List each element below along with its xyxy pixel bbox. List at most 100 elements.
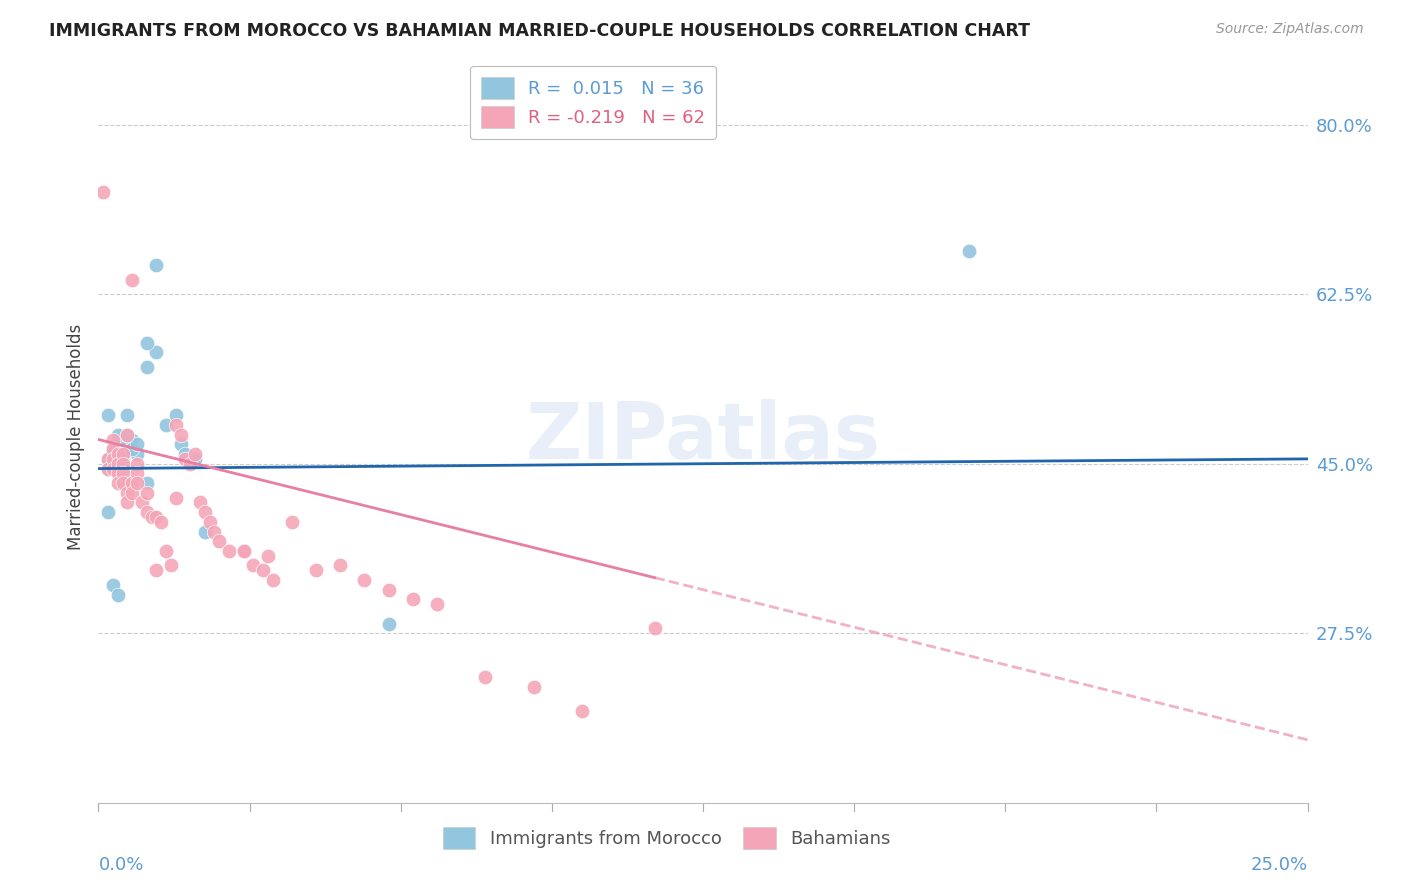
Point — [329, 558, 352, 573]
Text: Source: ZipAtlas.com: Source: ZipAtlas.com — [1216, 22, 1364, 37]
Point — [281, 515, 304, 529]
Point — [305, 563, 328, 577]
Point — [111, 461, 134, 475]
Point — [101, 461, 124, 475]
Point — [135, 335, 157, 350]
Text: IMMIGRANTS FROM MOROCCO VS BAHAMIAN MARRIED-COUPLE HOUSEHOLDS CORRELATION CHART: IMMIGRANTS FROM MOROCCO VS BAHAMIAN MARR… — [49, 22, 1031, 40]
Point — [377, 616, 399, 631]
Point — [111, 447, 134, 461]
Point — [127, 447, 149, 461]
Point — [232, 544, 254, 558]
Point — [97, 451, 120, 466]
Point — [111, 476, 134, 491]
Point — [571, 704, 593, 718]
Point — [155, 417, 177, 432]
Point — [402, 592, 425, 607]
Point — [184, 447, 207, 461]
Point — [101, 447, 124, 461]
Point — [377, 582, 399, 597]
Point — [145, 258, 167, 272]
Point — [127, 467, 149, 481]
Point — [91, 186, 114, 200]
Point — [155, 544, 177, 558]
Point — [101, 451, 124, 466]
Y-axis label: Married-couple Households: Married-couple Households — [66, 324, 84, 550]
Point — [121, 442, 143, 457]
Point — [135, 505, 157, 519]
Point — [145, 345, 167, 359]
Point — [107, 447, 129, 461]
Point — [131, 495, 153, 509]
Point — [474, 670, 496, 684]
Point — [107, 427, 129, 442]
Point — [523, 680, 546, 694]
Point — [107, 457, 129, 471]
Point — [97, 505, 120, 519]
Point — [188, 495, 211, 509]
Point — [111, 433, 134, 447]
Point — [121, 485, 143, 500]
Point — [127, 476, 149, 491]
Point — [957, 244, 980, 258]
Point — [160, 558, 183, 573]
Point — [101, 442, 124, 457]
Point — [111, 457, 134, 471]
Point — [252, 563, 274, 577]
Legend: Immigrants from Morocco, Bahamians: Immigrants from Morocco, Bahamians — [436, 820, 898, 856]
Point — [101, 451, 124, 466]
Text: 25.0%: 25.0% — [1250, 856, 1308, 874]
Point — [107, 587, 129, 601]
Point — [117, 409, 139, 423]
Point — [165, 417, 187, 432]
Point — [262, 573, 284, 587]
Text: ZIPatlas: ZIPatlas — [526, 399, 880, 475]
Point — [107, 457, 129, 471]
Point — [121, 433, 143, 447]
Point — [184, 451, 207, 466]
Point — [145, 510, 167, 524]
Point — [232, 544, 254, 558]
Point — [150, 515, 173, 529]
Point — [117, 495, 139, 509]
Point — [111, 467, 134, 481]
Point — [194, 505, 217, 519]
Point — [107, 467, 129, 481]
Point — [97, 461, 120, 475]
Point — [165, 491, 187, 505]
Point — [174, 447, 197, 461]
Point — [101, 433, 124, 447]
Point — [145, 563, 167, 577]
Point — [644, 622, 666, 636]
Point — [101, 442, 124, 457]
Point — [101, 578, 124, 592]
Point — [179, 457, 201, 471]
Point — [242, 558, 264, 573]
Point — [97, 409, 120, 423]
Point — [121, 476, 143, 491]
Point — [97, 461, 120, 475]
Point — [111, 451, 134, 466]
Point — [165, 409, 187, 423]
Point — [135, 359, 157, 374]
Point — [208, 534, 231, 549]
Point — [256, 549, 278, 563]
Point — [135, 476, 157, 491]
Point — [107, 476, 129, 491]
Point — [194, 524, 217, 539]
Point — [353, 573, 375, 587]
Point — [174, 451, 197, 466]
Point — [107, 447, 129, 461]
Point — [121, 273, 143, 287]
Point — [97, 451, 120, 466]
Point — [169, 427, 191, 442]
Point — [117, 427, 139, 442]
Point — [117, 427, 139, 442]
Point — [111, 447, 134, 461]
Point — [117, 485, 139, 500]
Point — [218, 544, 240, 558]
Point — [169, 437, 191, 451]
Text: 0.0%: 0.0% — [98, 856, 143, 874]
Point — [198, 515, 221, 529]
Point — [141, 510, 163, 524]
Point — [127, 437, 149, 451]
